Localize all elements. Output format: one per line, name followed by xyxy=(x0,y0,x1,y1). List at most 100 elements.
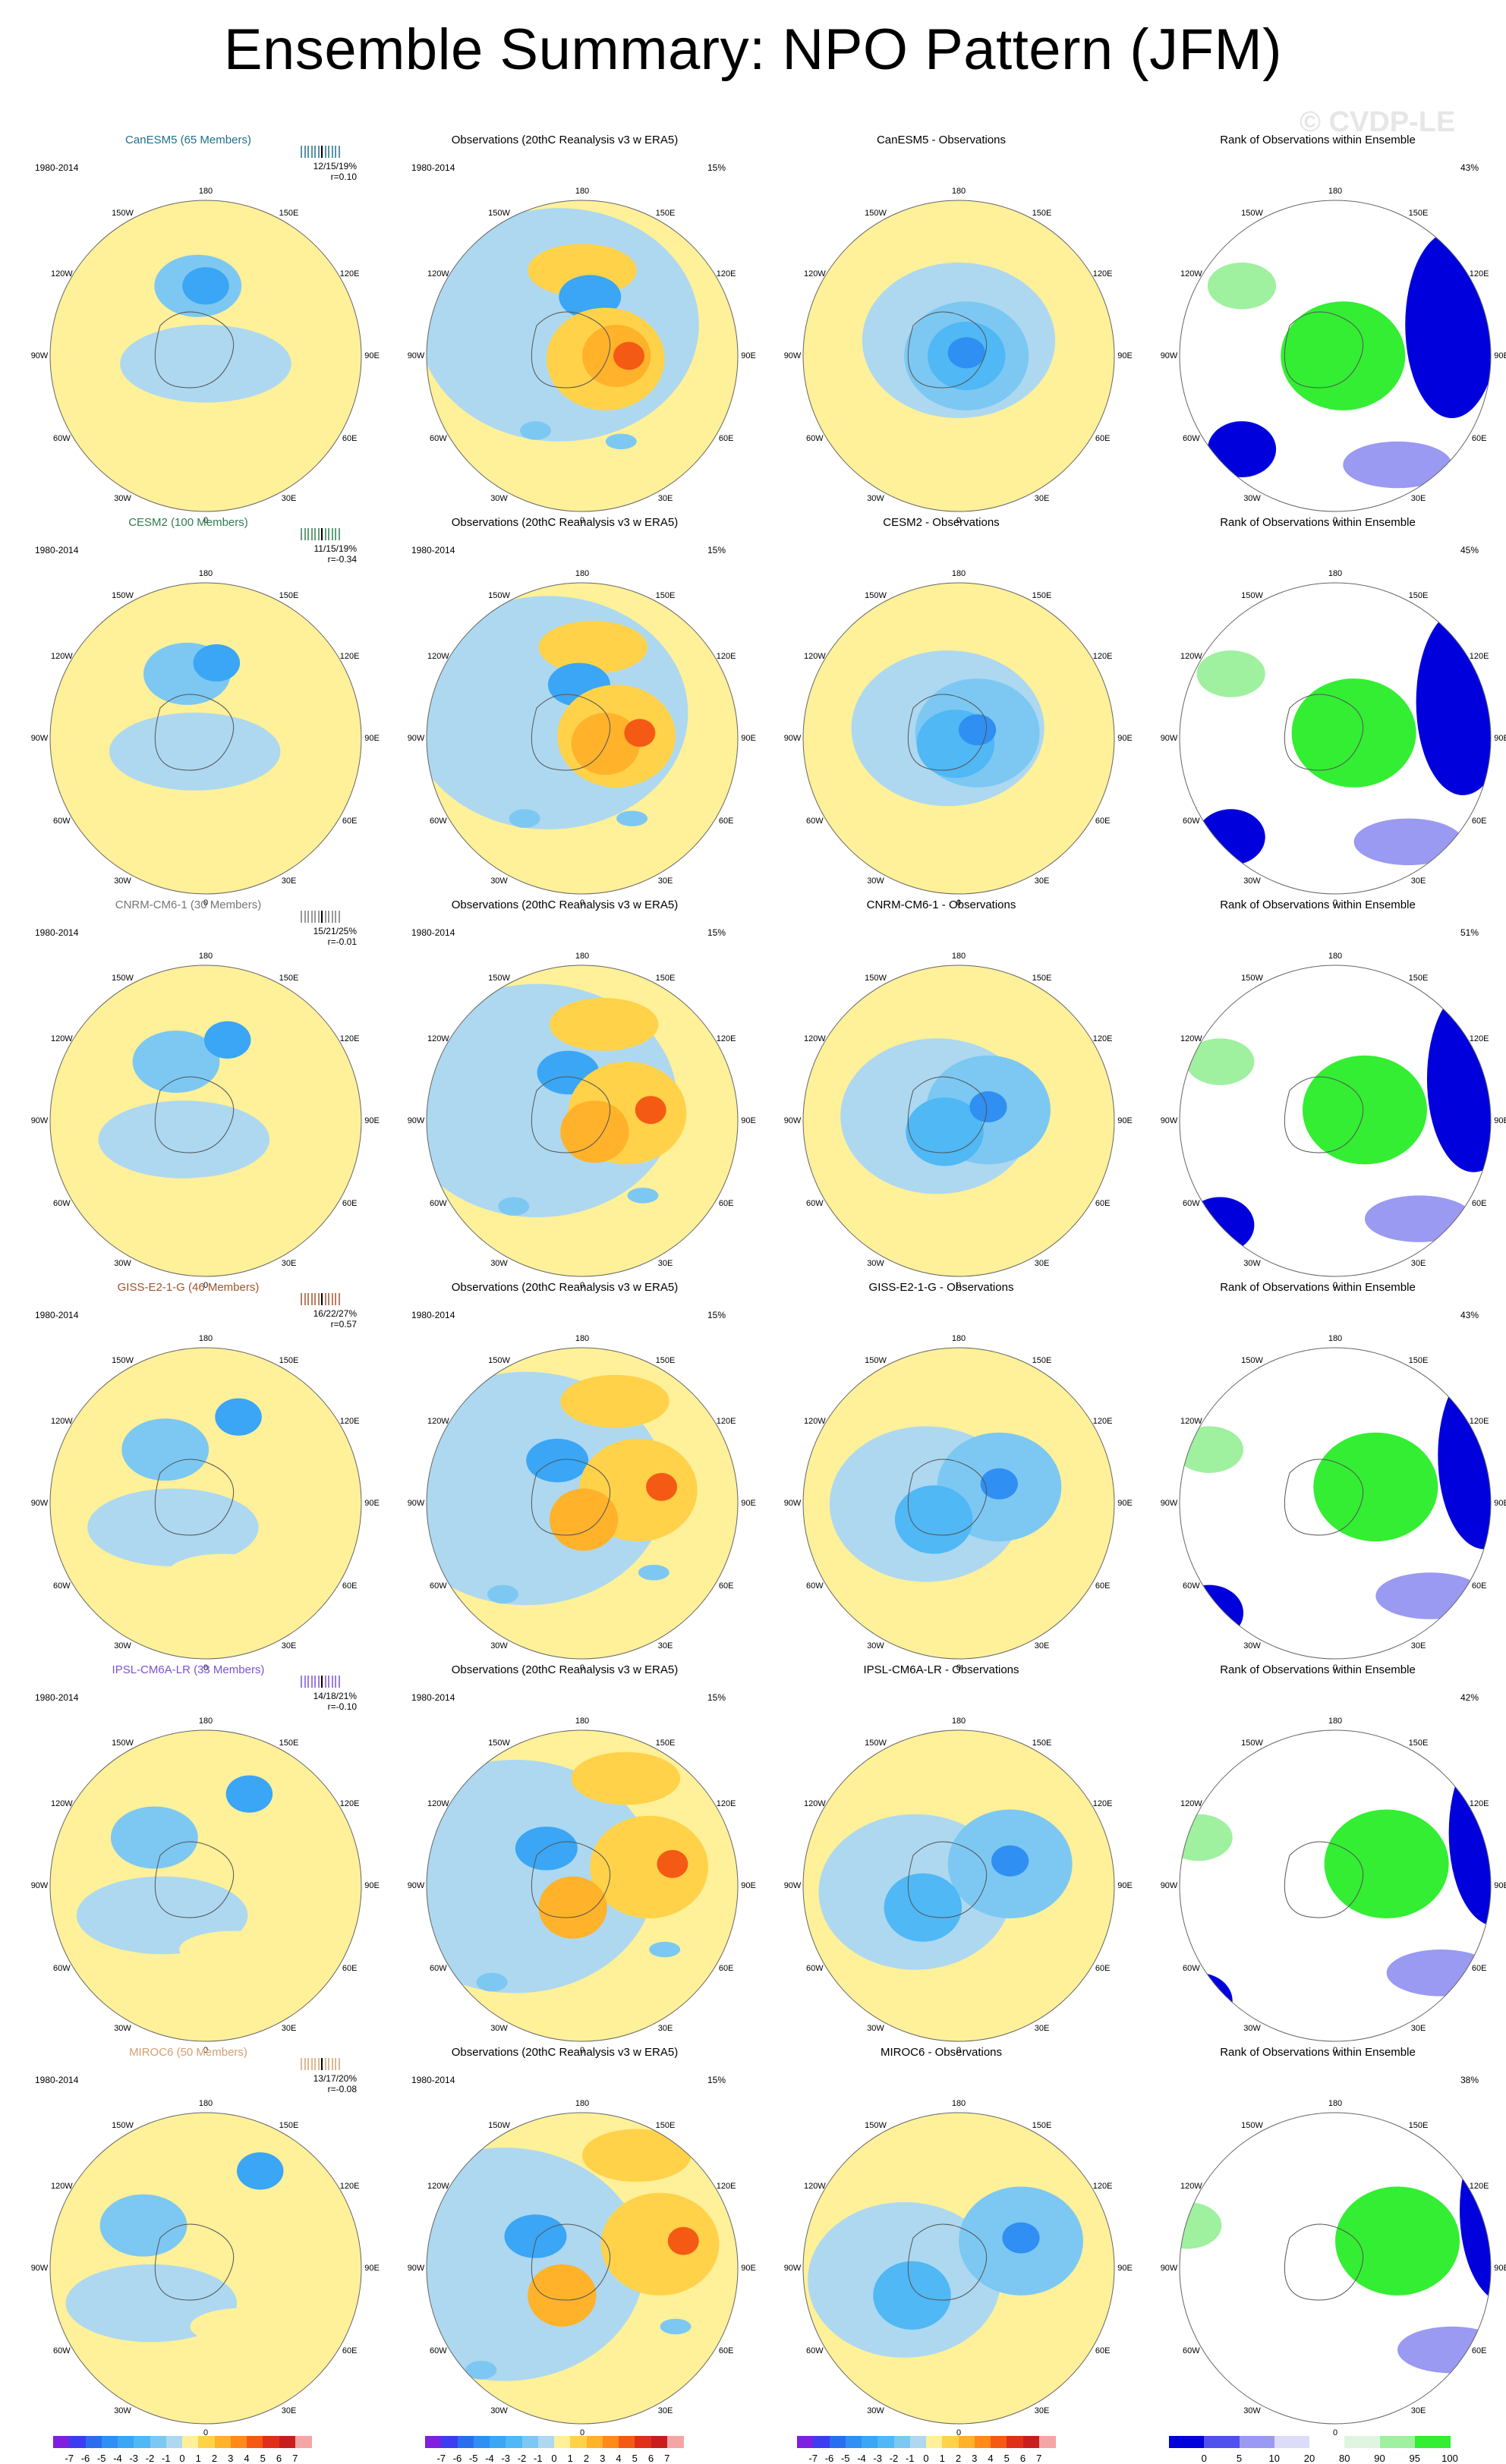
panel-obs: Observations (20thC Reanalysis v3 w ERA5… xyxy=(376,114,756,525)
field-contour xyxy=(520,421,551,440)
field-contour xyxy=(638,1564,670,1581)
panel-rank: Rank of Observations within Ensemble 42% 1… xyxy=(1130,1644,1506,2055)
longitude-label: 90E xyxy=(741,1881,756,1890)
panel-rank: Rank of Observations within Ensemble 51% 1… xyxy=(1130,879,1506,1290)
longitude-label: 60W xyxy=(806,433,824,443)
map-model xyxy=(49,582,362,895)
colorbar-tick-label: -2 xyxy=(517,2453,527,2464)
longitude-label: 180 xyxy=(198,187,213,196)
longitude-label: 120W xyxy=(50,2181,73,2191)
longitude-label: 0 xyxy=(579,898,585,908)
map-border xyxy=(426,965,739,1277)
colorbar-tick-label: 1 xyxy=(939,2453,945,2464)
colorbar-swatch xyxy=(1204,2436,1240,2448)
longitude-label: 150W xyxy=(488,591,510,601)
rank-title: Rank of Observations within Ensemble xyxy=(1220,1663,1416,1676)
colorbar-swatch xyxy=(813,2436,830,2448)
longitude-label: 150E xyxy=(1032,2121,1052,2131)
longitude-label: 60E xyxy=(342,1581,358,1591)
member-bar xyxy=(324,911,326,923)
longitude-label: 120E xyxy=(716,1416,736,1426)
longitude-label: 150E xyxy=(655,974,676,983)
longitude-label: 60W xyxy=(430,1963,447,1973)
member-bar xyxy=(304,146,306,158)
member-spread-bars xyxy=(298,2058,343,2070)
correlation: r=-0.08 xyxy=(327,2084,357,2094)
field-contour xyxy=(834,1985,872,2001)
member-spread-bars xyxy=(298,1676,343,1688)
longitude-label: 120E xyxy=(339,269,360,278)
member-bar xyxy=(335,1293,336,1305)
field-contour xyxy=(616,810,648,826)
longitude-label: 90E xyxy=(1117,1881,1133,1890)
period-label: 1980-2014 xyxy=(411,545,455,555)
field-contour xyxy=(1281,301,1406,411)
member-bar xyxy=(314,146,316,158)
map-model xyxy=(49,965,362,1277)
map-obs xyxy=(426,1347,739,1660)
field-contour xyxy=(590,1815,709,1919)
longitude-label: 90E xyxy=(364,1499,380,1508)
longitude-label: 30E xyxy=(1410,1258,1426,1268)
map-border xyxy=(426,582,739,895)
longitude-label: 60E xyxy=(342,1963,358,1973)
longitude-label: 90E xyxy=(1494,2264,1506,2273)
coastline xyxy=(1284,1841,1364,1918)
map-diff xyxy=(802,2112,1115,2425)
colorbar-tick-label: 7 xyxy=(1036,2453,1042,2464)
longitude-label: 30E xyxy=(1410,876,1426,886)
longitude-label: 120E xyxy=(339,651,360,661)
colorbar-tick-label: -1 xyxy=(161,2453,171,2464)
longitude-label: 150E xyxy=(1032,591,1052,601)
longitude-label: 120W xyxy=(50,1798,73,1808)
longitude-label: 120W xyxy=(1180,651,1202,661)
field-contour xyxy=(1386,1949,1491,1997)
longitude-label: 30W xyxy=(1243,876,1261,886)
longitude-label: 150E xyxy=(1032,1739,1052,1748)
longitude-label: 90E xyxy=(1117,1499,1133,1508)
field-contour xyxy=(635,1096,666,1125)
obs-percent: 15% xyxy=(707,1692,726,1703)
member-bar xyxy=(310,146,313,158)
longitude-label: 120W xyxy=(427,1034,449,1043)
period-label: 1980-2014 xyxy=(411,1310,455,1320)
field-contour xyxy=(600,2192,720,2296)
rank-title: Rank of Observations within Ensemble xyxy=(1220,898,1416,911)
coastline xyxy=(154,1459,235,1536)
map-border xyxy=(426,200,739,512)
longitude-label: 60W xyxy=(806,1581,824,1591)
longitude-label: 60W xyxy=(53,433,71,443)
longitude-label: 180 xyxy=(575,187,590,196)
longitude-label: 90E xyxy=(1494,1881,1506,1890)
member-bar xyxy=(338,1676,340,1688)
colorbar-tick-label: 3 xyxy=(600,2453,606,2464)
colorbar-tick-label: 7 xyxy=(292,2453,298,2464)
spread-stats: 14/18/21% xyxy=(313,1691,357,1701)
field-contour xyxy=(884,1873,963,1942)
longitude-label: 120E xyxy=(339,1416,360,1426)
colorbar-swatch xyxy=(182,2436,199,2448)
longitude-label: 180 xyxy=(198,1334,213,1343)
colorbar-swatch xyxy=(666,2436,684,2448)
longitude-label: 60W xyxy=(1183,1963,1200,1973)
longitude-label: 60W xyxy=(53,1581,71,1591)
panel-diff: CESM2 - Observations 180 150E 120E 90E 60E 30E… xyxy=(753,496,1133,908)
rank-title: Rank of Observations within Ensemble xyxy=(1220,1281,1416,1294)
longitude-label: 150W xyxy=(112,974,134,983)
longitude-label: 60E xyxy=(718,1581,734,1591)
field-contour xyxy=(1405,231,1491,418)
member-bar xyxy=(310,2058,313,2070)
longitude-label: 60E xyxy=(1095,1581,1111,1591)
field-contour xyxy=(559,275,622,319)
longitude-label: 60E xyxy=(718,2346,734,2355)
map-diff xyxy=(802,582,1115,895)
member-bar xyxy=(307,911,309,923)
colorbar-swatch xyxy=(1239,2436,1275,2448)
longitude-label: 120W xyxy=(803,269,826,278)
diff-title: CESM2 - Observations xyxy=(883,516,1000,529)
longitude-label: 90W xyxy=(407,351,425,360)
field-contour xyxy=(660,2318,692,2335)
panel-rank: Rank of Observations within Ensemble 43% 1… xyxy=(1130,114,1506,525)
colorbar-swatch xyxy=(263,2436,279,2448)
longitude-label: 90E xyxy=(1117,351,1133,360)
